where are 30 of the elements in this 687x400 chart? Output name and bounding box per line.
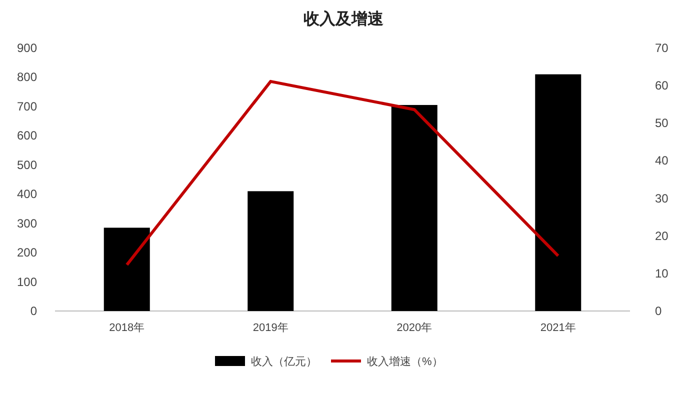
y-tick-label: 800 bbox=[16, 70, 38, 84]
legend-label: 收入（亿元） bbox=[251, 355, 317, 368]
line-series bbox=[125, 80, 560, 266]
y-tick-label: 100 bbox=[16, 274, 38, 289]
x-tick-label: 2018年 bbox=[109, 322, 145, 334]
y-tick-label: 0 bbox=[30, 304, 38, 318]
y-tick-label: 900 bbox=[16, 41, 38, 55]
bar bbox=[248, 191, 294, 311]
x-tick-label: 2021年 bbox=[540, 322, 576, 334]
y2-tick-label: 50 bbox=[655, 116, 669, 130]
y-tick-label: 700 bbox=[16, 99, 38, 114]
y2-tick-label: 10 bbox=[655, 266, 669, 280]
bar bbox=[535, 74, 582, 311]
x-tick-label: 2020年 bbox=[396, 322, 432, 334]
y2-tick-label: 0 bbox=[655, 304, 662, 318]
y2-tick-label: 40 bbox=[655, 154, 669, 168]
y-tick-label: 300 bbox=[16, 216, 38, 230]
legend-label: 收入增速（%） bbox=[367, 355, 443, 368]
chart-title: 收入及增速 bbox=[304, 10, 384, 28]
y2-tick-label: 30 bbox=[655, 191, 669, 206]
bar bbox=[104, 228, 150, 311]
y-tick-label: 600 bbox=[16, 128, 38, 143]
y-tick-label: 500 bbox=[16, 158, 38, 172]
x-tick-label: 2019年 bbox=[252, 322, 288, 334]
y2-tick-label: 60 bbox=[655, 78, 669, 93]
bar bbox=[391, 104, 438, 311]
y2-tick-label: 20 bbox=[655, 228, 669, 243]
y2-tick-label: 70 bbox=[655, 41, 669, 55]
y-tick-label: 400 bbox=[16, 187, 38, 202]
y-tick-label: 200 bbox=[16, 246, 38, 260]
